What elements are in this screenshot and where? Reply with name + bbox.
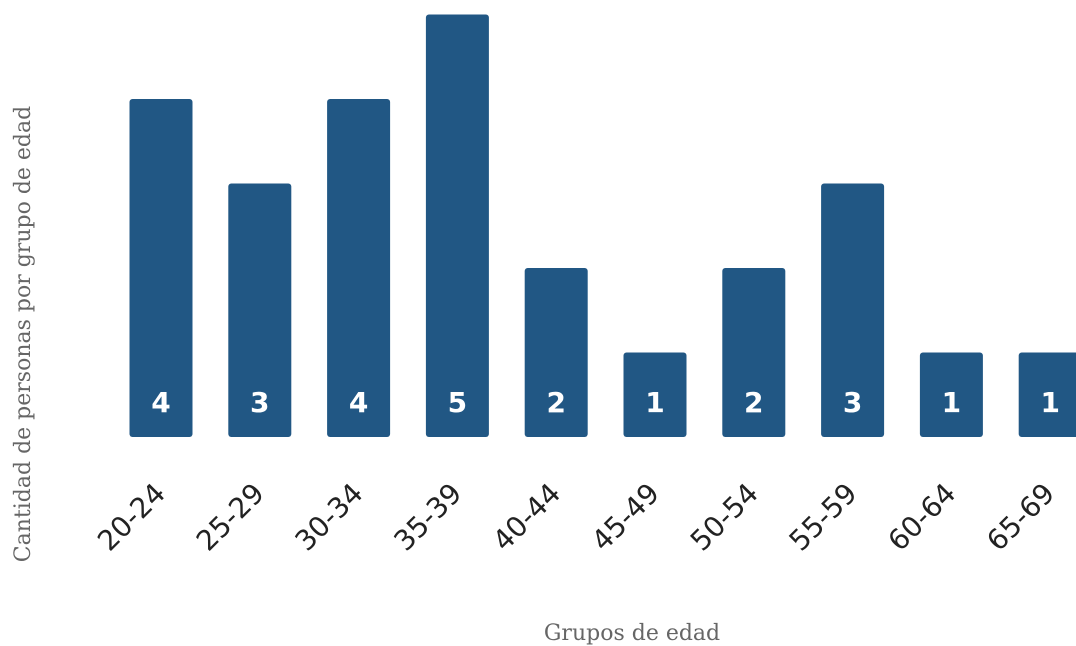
- y-axis-title: Cantidad de personas por grupo de edad: [11, 106, 36, 562]
- x-tick-label-40-44: 40-44: [486, 477, 567, 558]
- x-tick-labels-group: 20-24 25-29 30-34 35-39 40-44 45-49 50-54 55-59…: [91, 477, 1061, 558]
- x-axis-title: Grupos de edad: [544, 621, 720, 646]
- x-tick-label-35-39: 35-39: [387, 477, 468, 558]
- bar-35-39: [425, 14, 489, 437]
- x-tick-label-30-34: 30-34: [289, 477, 370, 558]
- data-label-35-39: 5: [448, 386, 467, 419]
- data-label-65-69: 1: [1040, 386, 1059, 419]
- bar-55-59: [821, 183, 885, 437]
- x-tick-label-50-54: 50-54: [684, 477, 765, 558]
- data-label-55-59: 3: [843, 386, 862, 419]
- data-label-20-24: 4: [151, 386, 170, 419]
- data-label-45-49: 1: [645, 386, 664, 419]
- x-tick-label-60-64: 60-64: [881, 477, 962, 558]
- bar-30-34: [327, 99, 391, 437]
- data-label-40-44: 2: [546, 386, 565, 419]
- bar-25-29: [228, 183, 292, 437]
- bars-group: [129, 14, 1076, 437]
- x-tick-label-45-49: 45-49: [585, 477, 666, 558]
- data-label-30-34: 4: [349, 386, 368, 419]
- x-tick-label-55-59: 55-59: [783, 477, 864, 558]
- data-labels-group: 4 3 4 5 2 1 2 3 1 1: [151, 386, 1060, 419]
- bar-45-49: [623, 352, 687, 437]
- x-tick-label-65-69: 65-69: [980, 477, 1061, 558]
- x-tick-label-20-24: 20-24: [91, 477, 172, 558]
- bar-60-64: [919, 352, 983, 437]
- bar-40-44: [524, 268, 588, 437]
- data-label-50-54: 2: [744, 386, 763, 419]
- x-tick-label-25-29: 25-29: [190, 477, 271, 558]
- bar-20-24: [129, 99, 193, 437]
- bar-65-69: [1018, 352, 1076, 437]
- data-label-60-64: 1: [942, 386, 961, 419]
- bar-50-54: [722, 268, 786, 437]
- data-label-25-29: 3: [250, 386, 269, 419]
